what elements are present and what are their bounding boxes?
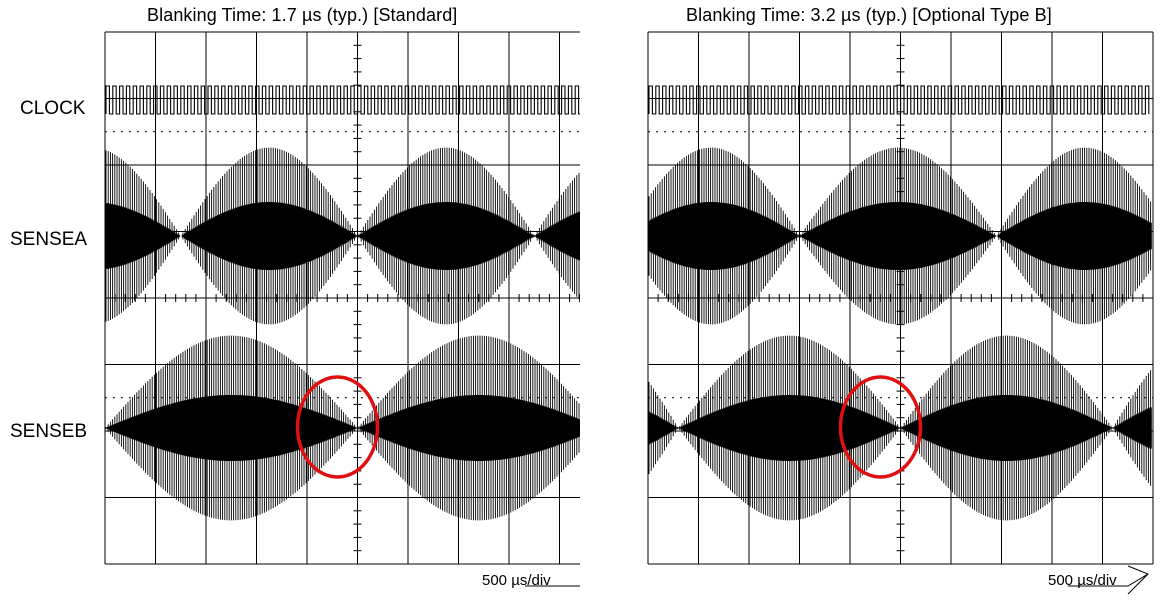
highlight-ellipse [295,375,380,479]
dense-core-trace [104,202,580,270]
timebase-label: 500 µs/div [1048,572,1117,589]
dense-core-trace [104,395,580,461]
channel-label-clock: CLOCK [20,98,86,119]
channel-label-sensea: SENSEA [10,229,88,250]
timebase-arrow [1068,565,1149,595]
chart-title: Blanking Time: 1.7 µs (typ.) [Standard] [147,5,458,25]
chart-title: Blanking Time: 3.2 µs (typ.) [Optional T… [686,5,1052,25]
series-sensea [104,147,580,325]
timebase-label: 500 µs/div [482,572,551,589]
oscilloscope-plot [647,31,1154,595]
timebase-arrow [525,585,580,587]
dense-core-trace [647,395,1152,461]
scope-right: Blanking Time: 3.2 µs (typ.) [Optional T… [587,0,1167,605]
series-sensea [647,147,1152,325]
series-senseb [647,335,1152,521]
clock-trace [648,85,1150,115]
channel-label-senseb: SENSEB [10,421,88,442]
dense-core-trace [647,202,1152,270]
clock-trace [105,85,580,115]
series-clock [648,85,1150,115]
highlight-ellipse [838,375,923,479]
scope-left: Blanking Time: 1.7 µs (typ.) [Standard] … [0,0,580,605]
series-senseb [104,335,580,521]
oscilloscope-plot [104,31,580,587]
series-clock [105,85,580,115]
